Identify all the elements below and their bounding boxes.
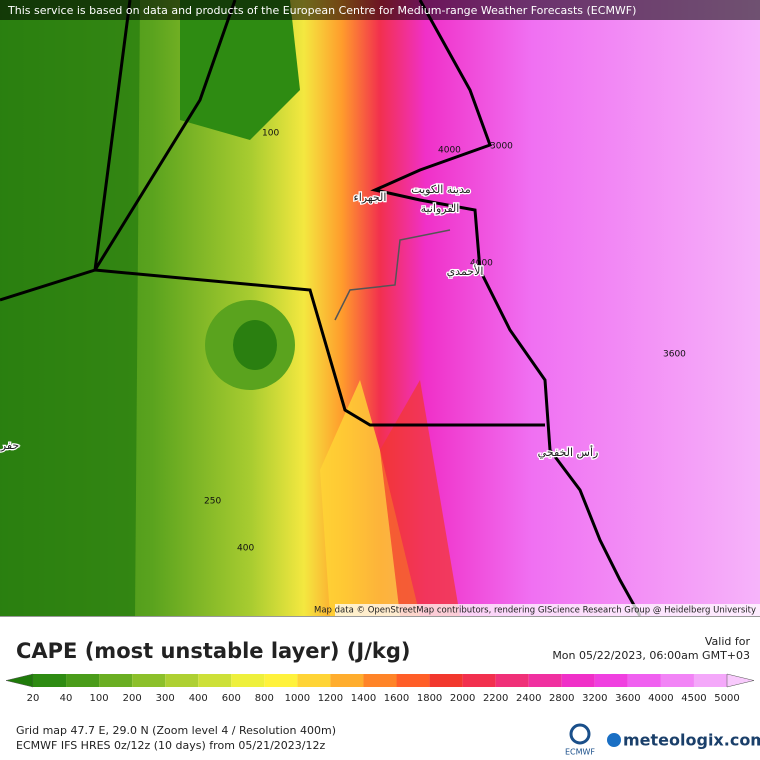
colorbar-label: 300 — [156, 693, 175, 704]
cape-low — [0, 0, 140, 616]
border — [0, 0, 545, 427]
contour-label: 4000 — [470, 259, 493, 269]
colorbar-label: 2000 — [450, 693, 475, 704]
brand: meteologix.com — [623, 731, 760, 750]
district-line — [334, 229, 451, 321]
colorbar-segment — [264, 674, 298, 687]
colorbar-segment — [594, 674, 628, 687]
colorbar-label: 5000 — [714, 693, 739, 704]
colorbar-segment — [99, 674, 133, 687]
colorbar-segment — [330, 674, 364, 687]
contour-label: 3000 — [490, 142, 513, 152]
colorbar-label: 100 — [90, 693, 109, 704]
colorbar-end — [726, 673, 755, 688]
colorbar-label: 2800 — [549, 693, 574, 704]
colorbar-label: 20 — [27, 693, 40, 704]
colorbar-label: 400 — [189, 693, 208, 704]
colorbar-segment — [693, 674, 727, 687]
cape-mid — [380, 380, 460, 616]
colorbar-segment — [198, 674, 232, 687]
contour-label: 4000 — [438, 146, 461, 156]
attribution-bg — [335, 604, 760, 616]
grid-info: Grid map 47.7 E, 29.0 N (Zoom level 4 / … — [16, 724, 336, 737]
colorbar-label: 800 — [255, 693, 274, 704]
cape-low — [180, 0, 300, 140]
colorbar-segment — [462, 674, 496, 687]
colorbar-segment — [660, 674, 694, 687]
brand-logo — [607, 733, 621, 747]
place-label: حفر — [0, 439, 19, 452]
place-label: رأس الخفجي — [538, 445, 599, 459]
colorbar-label: 1600 — [384, 693, 409, 704]
place-label: الجهراء — [354, 191, 387, 204]
contour-label: 3600 — [663, 350, 686, 360]
colorbar-segment — [561, 674, 595, 687]
colorbar-label: 2400 — [516, 693, 541, 704]
colorbar-segment — [165, 674, 199, 687]
colorbar-label: 600 — [222, 693, 241, 704]
colorbar-segment — [132, 674, 166, 687]
colorbar-end — [5, 673, 34, 688]
title: CAPE (most unstable layer) (J/kg) — [16, 639, 410, 663]
colorbar-label: 4500 — [681, 693, 706, 704]
colorbar-label: 1400 — [351, 693, 376, 704]
banner-bg — [0, 0, 760, 20]
colorbar-segment — [363, 674, 397, 687]
colorbar-label: 1000 — [285, 693, 310, 704]
attribution: Map data © OpenStreetMap contributors, r… — [314, 606, 756, 616]
coastline — [370, 0, 642, 616]
cape-low — [233, 320, 277, 370]
colorbar-segment — [231, 674, 265, 687]
contour-label: 250 — [204, 497, 221, 507]
colorbar-segment — [528, 674, 562, 687]
colorbar-label: 3200 — [582, 693, 607, 704]
colorbar-label: 3600 — [615, 693, 640, 704]
colorbar-label: 200 — [123, 693, 142, 704]
map: This service is based on data and produc… — [0, 0, 760, 616]
colorbar-label: 40 — [60, 693, 73, 704]
model-info: ECMWF IFS HRES 0z/12z (10 days) from 05/… — [16, 739, 326, 752]
valid-time: Mon 05/22/2023, 06:00am GMT+03 — [552, 649, 750, 662]
ecmwf-text: ECMWF — [565, 748, 595, 757]
colorbar-segment — [429, 674, 463, 687]
place-label: مدينة الكويت — [411, 183, 471, 196]
colorbar-label: 4000 — [648, 693, 673, 704]
colorbar-segment — [33, 674, 67, 687]
place-label: الأحمدي — [447, 264, 484, 278]
colorbar-segment — [627, 674, 661, 687]
colorbar-label: 2200 — [483, 693, 508, 704]
valid-label: Valid for — [705, 635, 751, 648]
colorbar-label: 1200 — [318, 693, 343, 704]
colorbar-segment — [66, 674, 100, 687]
colorbar-segment — [297, 674, 331, 687]
place-label: الفروانية — [421, 202, 460, 215]
colorbar: 20 40 100 200 300 400 600 800 1000 1200 1400 1600 18… — [5, 673, 755, 704]
colorbar-segment — [396, 674, 430, 687]
legend-panel: CAPE (most unstable layer) (J/kg) Valid … — [0, 616, 760, 757]
colorbar-label: 1800 — [417, 693, 442, 704]
ecmwf-logo — [569, 723, 591, 745]
contour-label: 100 — [262, 129, 279, 139]
banner: This service is based on data and produc… — [7, 4, 636, 17]
colorbar-segment — [495, 674, 529, 687]
contour-label: 400 — [237, 544, 254, 554]
